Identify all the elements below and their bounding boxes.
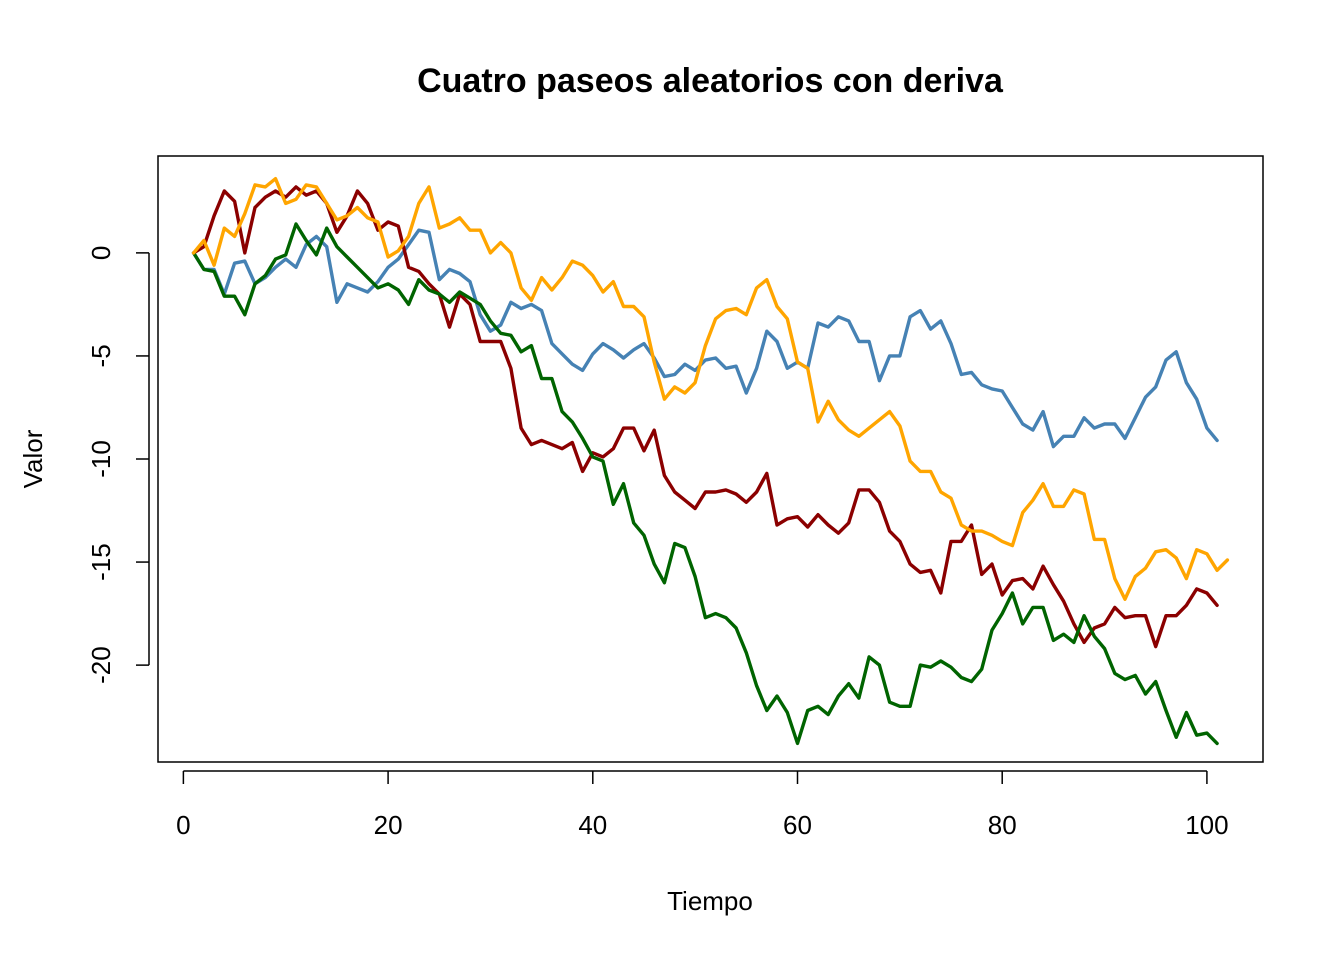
series-layer (191, 176, 1230, 746)
series-line-1 (191, 228, 1219, 449)
x-tick-label: 20 (374, 810, 403, 840)
y-tick-label: 0 (86, 246, 116, 260)
x-axis-label: Tiempo (667, 886, 753, 916)
series-line-3 (191, 222, 1219, 746)
x-tick-label: 0 (176, 810, 190, 840)
x-axis: 0 20 40 60 80 100 (176, 770, 1229, 840)
y-axis: 0 -5 -10 -15 -20 (86, 246, 150, 684)
x-tick-label: 100 (1185, 810, 1228, 840)
y-tick-label: -20 (86, 646, 116, 684)
y-tick-label: -10 (86, 440, 116, 478)
x-tick-label: 40 (578, 810, 607, 840)
x-tick-label: 80 (988, 810, 1017, 840)
y-tick-label: -15 (86, 543, 116, 581)
series-line-2 (191, 185, 1219, 649)
y-axis-label: Valor (18, 429, 48, 488)
chart-title: Cuatro paseos aleatorios con deriva (417, 62, 1004, 100)
y-tick-label: -5 (86, 344, 116, 367)
plot-frame (157, 155, 1264, 763)
x-tick-label: 60 (783, 810, 812, 840)
series-line-4 (191, 176, 1230, 601)
